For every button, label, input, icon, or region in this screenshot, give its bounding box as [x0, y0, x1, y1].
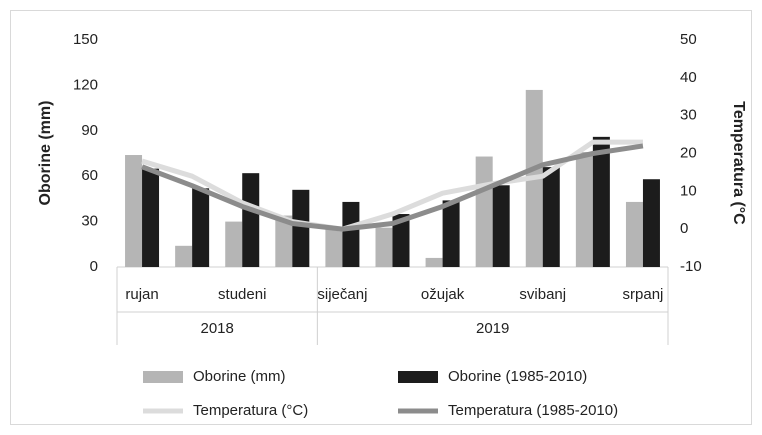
legend-label: Oborine (mm) [193, 368, 286, 385]
legend-label: Oborine (1985-2010) [448, 368, 587, 385]
y2-tick-label: 40 [680, 69, 697, 86]
bar [292, 189, 310, 267]
bar [492, 185, 510, 267]
bar [442, 200, 460, 267]
y2-tick-label: 0 [680, 220, 688, 237]
bar [125, 155, 143, 267]
group-label: 2019 [476, 320, 509, 337]
bar [392, 214, 410, 267]
bar [342, 201, 360, 267]
bar [325, 227, 343, 267]
line [141, 143, 644, 232]
bar [242, 173, 260, 267]
bar [542, 167, 560, 267]
y2-tick-label: 30 [680, 107, 697, 124]
y2-axis-title: Temperatura (°C [730, 101, 747, 225]
y2-tick-label: 50 [680, 31, 697, 48]
line [141, 139, 643, 232]
y-tick-label: 120 [73, 76, 98, 93]
bar [425, 257, 443, 267]
bar [142, 168, 160, 267]
bar [275, 215, 293, 267]
bar [575, 151, 593, 267]
bar [192, 188, 210, 267]
bar [475, 156, 493, 267]
bar [592, 136, 610, 267]
x-tick-label: srpanj [623, 286, 664, 303]
bar [625, 201, 643, 267]
x-tick-label: ožujak [421, 286, 465, 303]
y-axis-title: Oborine (mm) [37, 101, 54, 206]
chart-frame [10, 10, 752, 425]
y-tick-label: 30 [81, 213, 98, 230]
y-tick-label: 90 [81, 122, 98, 139]
bar [225, 221, 243, 267]
x-tick-label: svibanj [519, 286, 566, 303]
y2-tick-label: -10 [680, 258, 702, 275]
y-tick-label: 0 [90, 258, 98, 275]
bar [175, 245, 193, 267]
y-tick-label: 150 [73, 31, 98, 48]
group-label: 2018 [200, 320, 233, 337]
legend-swatch [143, 371, 183, 383]
y2-tick-label: 10 [680, 182, 697, 199]
bar [642, 179, 660, 267]
x-tick-label: siječanj [317, 286, 367, 303]
x-tick-label: studeni [218, 286, 266, 303]
bar [375, 227, 393, 267]
y-tick-label: 60 [81, 167, 98, 184]
x-tick-label: rujan [125, 286, 158, 303]
legend-label: Temperatura (1985-2010) [448, 402, 618, 419]
legend-label: Temperatura (°C) [193, 402, 308, 419]
y2-tick-label: 20 [680, 144, 697, 161]
legend-swatch [398, 371, 438, 383]
